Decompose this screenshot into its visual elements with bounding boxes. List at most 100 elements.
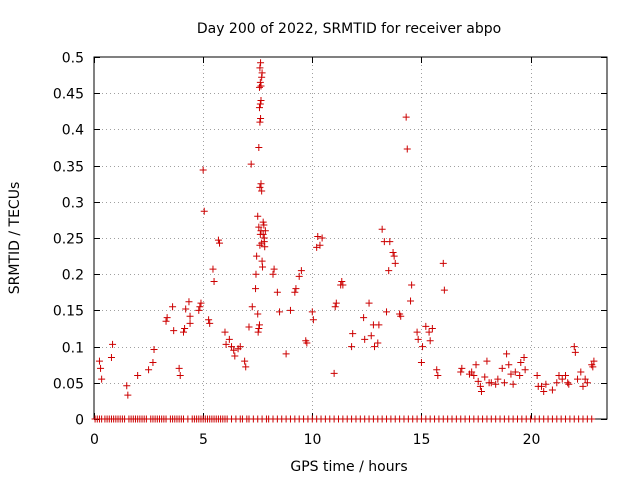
data-point bbox=[386, 238, 394, 246]
data-point bbox=[230, 346, 238, 354]
x-axis-label: GPS time / hours bbox=[290, 459, 407, 475]
data-point bbox=[331, 303, 339, 311]
y-tick-label: 0.15 bbox=[53, 304, 84, 320]
data-point bbox=[417, 359, 425, 367]
data-point bbox=[197, 299, 205, 307]
data-point bbox=[492, 380, 500, 388]
data-point bbox=[247, 160, 255, 168]
data-point bbox=[255, 325, 263, 332]
data-point bbox=[210, 277, 218, 285]
data-point bbox=[256, 118, 264, 126]
data-point bbox=[256, 64, 264, 72]
y-tick-label: 0.5 bbox=[62, 51, 84, 67]
data-point bbox=[255, 321, 263, 329]
data-point bbox=[258, 187, 266, 195]
y-tick-label: 0.1 bbox=[62, 341, 84, 357]
data-point bbox=[286, 306, 294, 314]
data-point bbox=[254, 212, 262, 220]
data-point bbox=[270, 265, 278, 273]
data-point bbox=[548, 386, 556, 394]
data-point bbox=[338, 277, 346, 285]
y-tick-label: 0.2 bbox=[62, 268, 84, 284]
data-point bbox=[425, 328, 433, 336]
data-point bbox=[242, 363, 250, 371]
data-point bbox=[282, 350, 290, 358]
data-point bbox=[257, 59, 265, 67]
y-tick-label: 0.4 bbox=[62, 123, 84, 139]
y-tick-label: 0.25 bbox=[53, 232, 84, 248]
data-point bbox=[426, 337, 434, 345]
data-point bbox=[228, 343, 236, 351]
data-point bbox=[308, 308, 316, 316]
data-point bbox=[205, 316, 213, 324]
data-point bbox=[195, 306, 203, 314]
data-point bbox=[503, 350, 511, 358]
y-tick-label: 0 bbox=[75, 413, 84, 429]
data-point bbox=[222, 340, 230, 348]
data-point bbox=[422, 322, 430, 330]
grid-lines bbox=[94, 57, 607, 419]
data-point bbox=[150, 345, 158, 353]
data-point bbox=[574, 375, 582, 383]
data-point bbox=[241, 357, 249, 365]
data-point bbox=[97, 364, 105, 372]
data-point bbox=[236, 343, 244, 351]
data-point bbox=[507, 370, 515, 378]
data-point bbox=[276, 308, 284, 316]
data-point bbox=[206, 319, 214, 327]
data-point bbox=[176, 372, 184, 380]
data-point bbox=[256, 78, 264, 86]
data-point bbox=[476, 382, 484, 390]
data-point bbox=[256, 183, 264, 191]
data-point bbox=[180, 328, 188, 336]
data-point bbox=[257, 180, 265, 188]
data-point bbox=[408, 281, 416, 289]
data-point bbox=[314, 233, 322, 241]
data-point bbox=[199, 166, 207, 174]
data-point bbox=[170, 327, 178, 335]
data-point bbox=[477, 387, 485, 395]
data-point bbox=[500, 379, 508, 387]
data-point bbox=[562, 372, 570, 380]
data-point bbox=[332, 299, 340, 307]
data-points bbox=[91, 59, 598, 423]
data-point bbox=[145, 366, 153, 374]
data-point bbox=[498, 364, 506, 372]
x-tick-label: 0 bbox=[90, 432, 99, 448]
data-point bbox=[216, 239, 224, 247]
data-point-zero bbox=[588, 415, 596, 423]
data-point bbox=[440, 286, 448, 294]
data-point bbox=[374, 339, 382, 347]
data-point bbox=[225, 335, 233, 343]
data-point bbox=[254, 328, 262, 336]
data-point bbox=[200, 207, 208, 215]
data-point bbox=[318, 234, 326, 242]
data-point bbox=[391, 259, 399, 267]
chart-title: Day 200 of 2022, SRMTID for receiver abp… bbox=[197, 21, 501, 37]
data-point bbox=[483, 357, 491, 365]
data-point bbox=[564, 379, 572, 387]
data-point bbox=[257, 82, 265, 90]
data-point bbox=[261, 227, 269, 235]
data-point bbox=[383, 308, 391, 316]
data-point bbox=[309, 316, 317, 324]
axis-ticks: 0 0.05 0.1 0.15 0.2 0.25 0.3 0.35 0.4 0.45 0.5 0 5 10… bbox=[53, 51, 607, 448]
data-point bbox=[558, 375, 566, 383]
data-point bbox=[397, 312, 405, 320]
data-point bbox=[330, 369, 338, 377]
data-point bbox=[434, 372, 442, 380]
data-point bbox=[196, 303, 204, 311]
data-point bbox=[371, 343, 379, 351]
data-point bbox=[134, 372, 142, 380]
data-point bbox=[517, 359, 525, 367]
data-point bbox=[316, 241, 324, 249]
data-point bbox=[245, 323, 253, 331]
data-point bbox=[260, 234, 268, 242]
data-point bbox=[565, 380, 573, 388]
data-point bbox=[365, 299, 373, 307]
x-tick-label: 5 bbox=[199, 432, 208, 448]
data-point bbox=[186, 319, 194, 327]
data-point bbox=[124, 391, 132, 399]
data-point bbox=[261, 243, 269, 251]
